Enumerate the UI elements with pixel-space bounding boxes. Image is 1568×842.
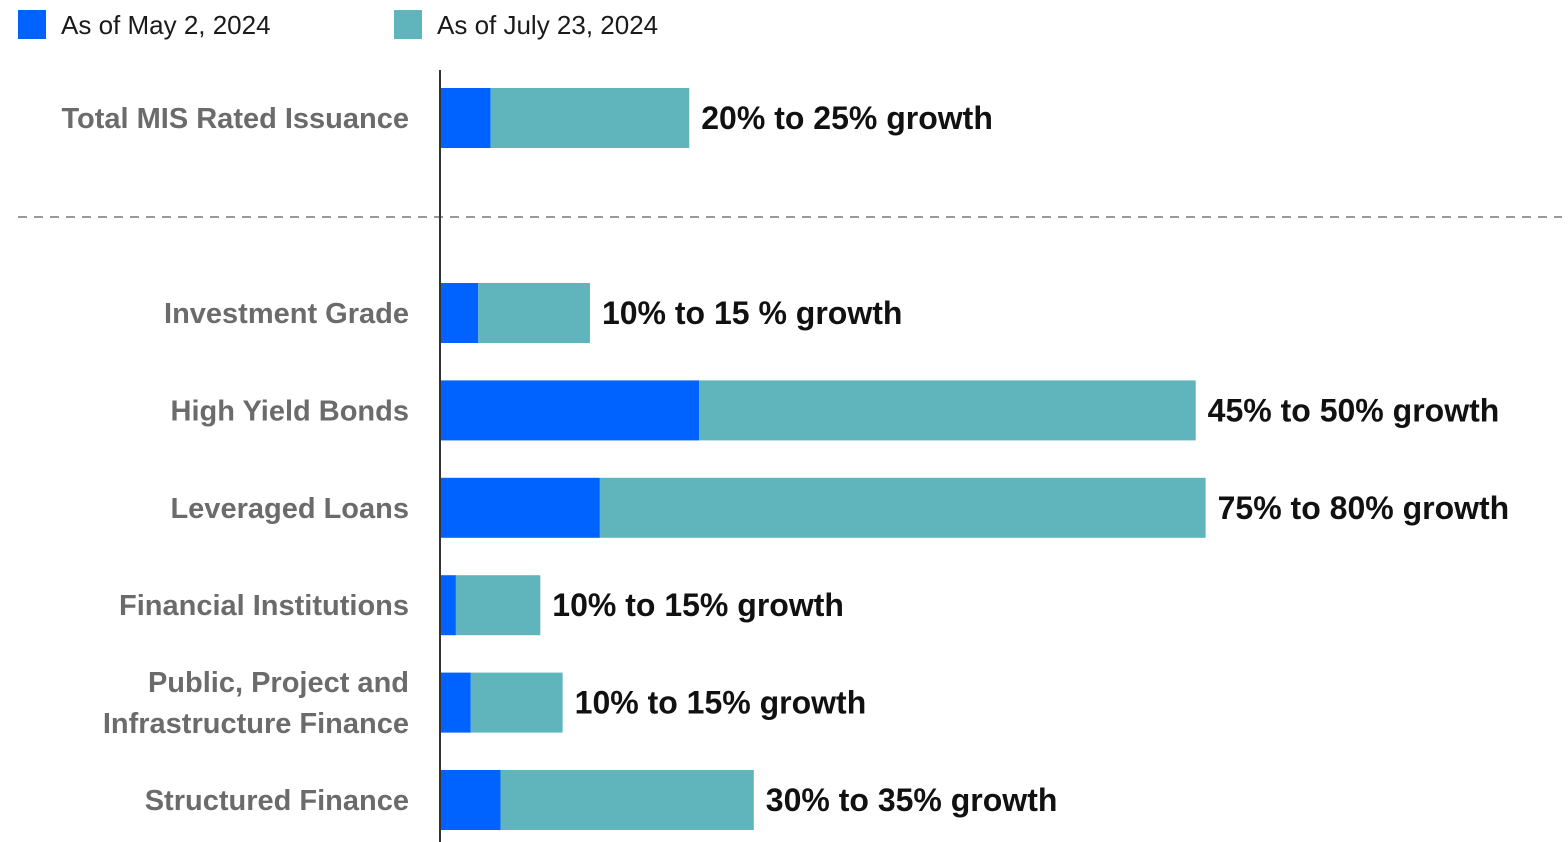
category-label-line: Public, Project and	[148, 667, 409, 699]
category-label-7: Structured Finance	[145, 785, 409, 817]
value-label-7: 30% to 35% growth	[766, 782, 1058, 818]
bar-july-3	[699, 380, 1196, 441]
bar-may-2	[441, 283, 479, 343]
value-labels: 20% to 25% growth 10% to 15 % growth 45% t…	[552, 100, 1509, 818]
category-labels: Total MIS Rated Issuance Investment Grade…	[61, 103, 409, 817]
bar-may-3	[441, 380, 700, 441]
legend-label-1: As of May 2, 2024	[61, 10, 271, 40]
category-label-line: Total MIS Rated Issuance	[61, 103, 409, 135]
bar-july-5	[455, 575, 541, 636]
bar-may-5	[441, 575, 456, 636]
legend-swatch-2	[394, 10, 422, 39]
bar-may-7	[441, 770, 501, 830]
bar-may-4	[441, 477, 600, 538]
category-label-6: Public, Project and Infrastructure Financ…	[103, 667, 409, 740]
category-label-3: High Yield Bonds	[171, 395, 409, 427]
category-label-line: Investment Grade	[164, 298, 409, 330]
value-label-2: 10% to 15 % growth	[602, 295, 903, 331]
bar-may-1	[441, 88, 491, 148]
category-label-1: Total MIS Rated Issuance	[61, 103, 409, 135]
bar-july-6	[470, 672, 563, 733]
category-label-line: High Yield Bonds	[171, 395, 409, 427]
legend-label-2: As of July 23, 2024	[437, 10, 658, 40]
bars	[441, 88, 1206, 830]
legend-swatch-1	[18, 10, 46, 39]
value-label-4: 75% to 80% growth	[1218, 490, 1510, 526]
category-label-line: Financial Institutions	[119, 590, 409, 622]
bar-july-4	[599, 477, 1206, 538]
bar-may-6	[441, 672, 471, 733]
value-label-1: 20% to 25% growth	[701, 100, 993, 136]
category-label-line: Leveraged Loans	[170, 493, 409, 525]
category-label-5: Financial Institutions	[119, 590, 409, 622]
category-label-line: Infrastructure Finance	[103, 708, 409, 740]
bar-july-7	[500, 770, 754, 830]
value-label-6: 10% to 15% growth	[575, 685, 867, 721]
bar-july-1	[490, 88, 690, 148]
value-label-5: 10% to 15% growth	[552, 587, 844, 623]
bar-july-2	[478, 283, 590, 343]
category-label-4: Leveraged Loans	[170, 493, 409, 525]
value-label-3: 45% to 50% growth	[1208, 392, 1500, 428]
category-label-2: Investment Grade	[164, 298, 409, 330]
category-label-line: Structured Finance	[145, 785, 409, 817]
legend: As of May 2, 2024 As of July 23, 2024	[18, 10, 658, 40]
